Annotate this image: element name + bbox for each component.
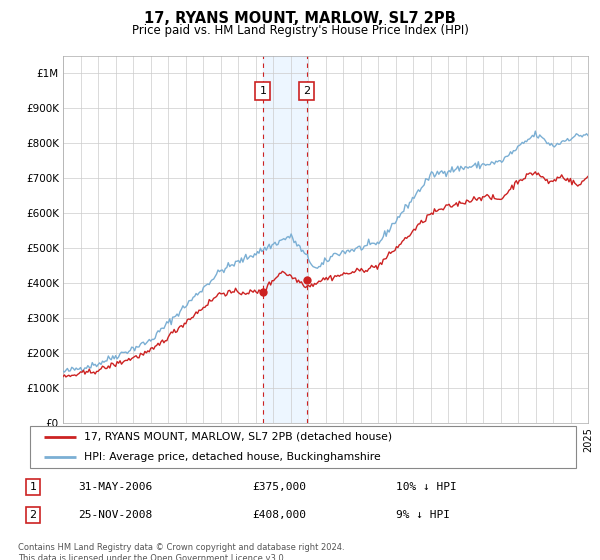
FancyBboxPatch shape <box>30 426 576 468</box>
Text: 31-MAY-2006: 31-MAY-2006 <box>78 482 152 492</box>
Text: 1: 1 <box>259 86 266 96</box>
Text: 2: 2 <box>303 86 310 96</box>
Text: 1: 1 <box>29 482 37 492</box>
Text: 9% ↓ HPI: 9% ↓ HPI <box>396 510 450 520</box>
Text: Price paid vs. HM Land Registry's House Price Index (HPI): Price paid vs. HM Land Registry's House … <box>131 24 469 36</box>
Text: £408,000: £408,000 <box>252 510 306 520</box>
Text: 17, RYANS MOUNT, MARLOW, SL7 2PB (detached house): 17, RYANS MOUNT, MARLOW, SL7 2PB (detach… <box>83 432 392 442</box>
Text: 17, RYANS MOUNT, MARLOW, SL7 2PB: 17, RYANS MOUNT, MARLOW, SL7 2PB <box>144 11 456 26</box>
Text: 25-NOV-2008: 25-NOV-2008 <box>78 510 152 520</box>
Text: 10% ↓ HPI: 10% ↓ HPI <box>396 482 457 492</box>
Text: £375,000: £375,000 <box>252 482 306 492</box>
Text: 2: 2 <box>29 510 37 520</box>
Text: HPI: Average price, detached house, Buckinghamshire: HPI: Average price, detached house, Buck… <box>83 452 380 462</box>
Bar <box>263 56 307 423</box>
Text: Contains HM Land Registry data © Crown copyright and database right 2024.
This d: Contains HM Land Registry data © Crown c… <box>18 543 344 560</box>
